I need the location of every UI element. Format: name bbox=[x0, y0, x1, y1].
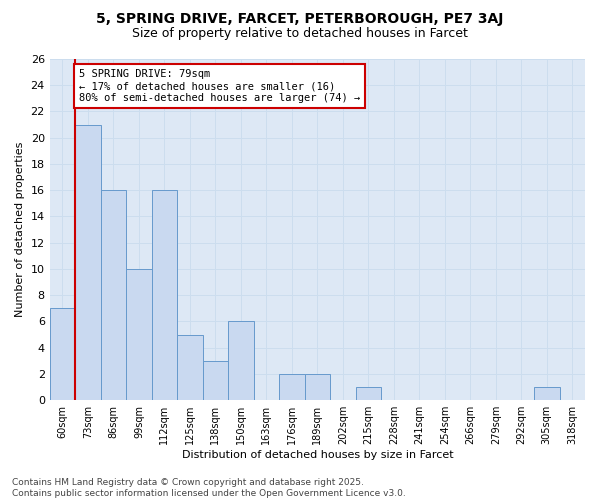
Bar bbox=[203, 361, 228, 400]
Bar bbox=[534, 387, 560, 400]
Bar bbox=[177, 334, 203, 400]
Bar bbox=[75, 124, 101, 400]
Text: 5, SPRING DRIVE, FARCET, PETERBOROUGH, PE7 3AJ: 5, SPRING DRIVE, FARCET, PETERBOROUGH, P… bbox=[97, 12, 503, 26]
Bar bbox=[152, 190, 177, 400]
Text: 5 SPRING DRIVE: 79sqm
← 17% of detached houses are smaller (16)
80% of semi-deta: 5 SPRING DRIVE: 79sqm ← 17% of detached … bbox=[79, 70, 360, 102]
Text: Contains HM Land Registry data © Crown copyright and database right 2025.
Contai: Contains HM Land Registry data © Crown c… bbox=[12, 478, 406, 498]
Bar bbox=[279, 374, 305, 400]
Bar bbox=[305, 374, 330, 400]
X-axis label: Distribution of detached houses by size in Farcet: Distribution of detached houses by size … bbox=[182, 450, 453, 460]
Y-axis label: Number of detached properties: Number of detached properties bbox=[15, 142, 25, 318]
Bar bbox=[50, 308, 75, 400]
Text: Size of property relative to detached houses in Farcet: Size of property relative to detached ho… bbox=[132, 28, 468, 40]
Bar bbox=[228, 322, 254, 400]
Bar bbox=[356, 387, 381, 400]
Bar bbox=[101, 190, 126, 400]
Bar bbox=[126, 269, 152, 400]
